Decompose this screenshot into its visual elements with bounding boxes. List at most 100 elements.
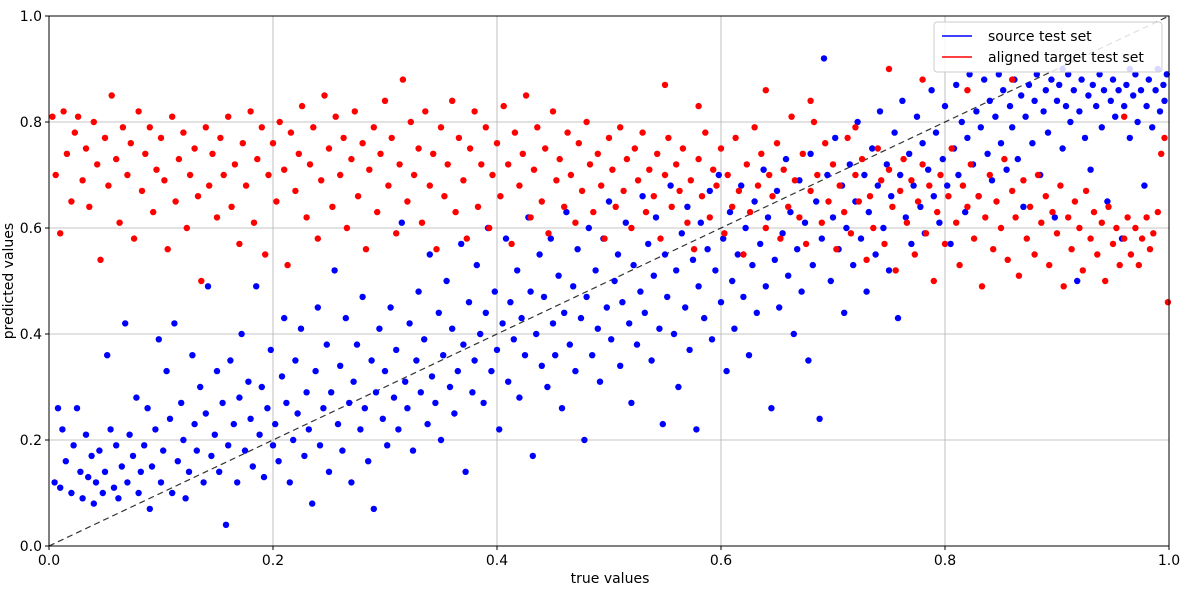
scatter-point bbox=[995, 71, 1002, 78]
scatter-point bbox=[810, 118, 818, 126]
scatter-point bbox=[891, 129, 898, 136]
scatter-point bbox=[521, 352, 529, 359]
scatter-point bbox=[844, 134, 851, 142]
scatter-point bbox=[1150, 230, 1157, 237]
scatter-point bbox=[182, 495, 189, 502]
scatter-point bbox=[74, 113, 82, 120]
scatter-point bbox=[404, 198, 411, 205]
scatter-point bbox=[193, 447, 200, 454]
scatter-point bbox=[101, 134, 109, 142]
scatter-point bbox=[1042, 193, 1050, 200]
scatter-point bbox=[489, 171, 496, 179]
scatter-point bbox=[113, 155, 120, 163]
scatter-point bbox=[245, 378, 252, 385]
scatter-point bbox=[992, 113, 999, 120]
scatter-point bbox=[964, 203, 971, 210]
scatter-point bbox=[1004, 256, 1011, 263]
scatter-point bbox=[656, 325, 663, 332]
legend-box bbox=[933, 21, 1163, 73]
scatter-point bbox=[460, 177, 467, 184]
scatter-point bbox=[964, 87, 971, 94]
scatter-point bbox=[303, 214, 310, 221]
scatter-point bbox=[497, 193, 504, 200]
scatter-point bbox=[57, 484, 64, 491]
scatter-point bbox=[805, 357, 812, 364]
scatter-point bbox=[751, 124, 758, 131]
scatter-point bbox=[654, 150, 661, 157]
scatter-point bbox=[547, 235, 554, 242]
x-tick-label: 0.0 bbox=[38, 553, 60, 569]
scatter-point bbox=[758, 150, 765, 157]
scatter-point bbox=[742, 224, 749, 232]
scatter-point bbox=[491, 288, 498, 295]
scatter-point bbox=[769, 193, 776, 200]
scatter-point bbox=[829, 161, 837, 168]
scatter-point bbox=[1001, 155, 1008, 163]
scatter-point bbox=[861, 171, 868, 179]
scatter-point bbox=[502, 235, 510, 242]
scatter-point bbox=[426, 251, 433, 258]
scatter-point bbox=[934, 208, 941, 216]
scatter-point bbox=[534, 124, 541, 131]
scatter-point bbox=[530, 166, 538, 173]
scatter-point bbox=[785, 272, 792, 279]
scatter-point bbox=[519, 150, 526, 157]
scatter-point bbox=[118, 463, 126, 470]
scatter-point bbox=[325, 468, 333, 475]
scatter-point bbox=[637, 288, 644, 295]
scatter-point bbox=[1078, 76, 1085, 83]
scatter-point bbox=[137, 468, 144, 475]
scatter-point bbox=[407, 118, 414, 126]
scatter-point bbox=[446, 383, 454, 391]
scatter-point bbox=[906, 150, 913, 157]
scatter-point bbox=[885, 65, 893, 73]
scatter-point bbox=[897, 187, 904, 195]
scatter-point bbox=[754, 182, 762, 189]
scatter-point bbox=[790, 330, 797, 338]
scatter-point bbox=[894, 314, 902, 322]
scatter-point bbox=[1034, 171, 1042, 179]
scatter-point bbox=[706, 214, 713, 221]
scatter-point bbox=[997, 224, 1005, 232]
x-tick-label: 1.0 bbox=[1158, 553, 1180, 569]
scatter-point bbox=[928, 87, 935, 94]
scatter-point bbox=[726, 208, 734, 216]
y-tick-label: 0.8 bbox=[20, 115, 42, 131]
scatter-point bbox=[966, 71, 973, 78]
scatter-point bbox=[1070, 87, 1078, 94]
scatter-point bbox=[1138, 235, 1146, 242]
scatter-point bbox=[650, 272, 657, 279]
scatter-point bbox=[676, 187, 683, 195]
scatter-point bbox=[723, 367, 730, 375]
scatter-point bbox=[396, 161, 403, 168]
scatter-point bbox=[460, 341, 467, 348]
scatter-point bbox=[471, 108, 478, 115]
scatter-point bbox=[108, 92, 115, 99]
scatter-point bbox=[846, 161, 853, 168]
scatter-point bbox=[234, 479, 241, 486]
scatter-point bbox=[372, 389, 380, 396]
scatter-point bbox=[1161, 97, 1168, 105]
scatter-point bbox=[807, 97, 814, 105]
scatter-point bbox=[178, 399, 185, 407]
scatter-point bbox=[415, 145, 422, 152]
scatter-point bbox=[77, 468, 84, 475]
scatter-point bbox=[583, 293, 590, 301]
scatter-point bbox=[689, 256, 697, 263]
scatter-point bbox=[225, 113, 232, 120]
scatter-point bbox=[110, 484, 118, 491]
scatter-point bbox=[433, 246, 440, 253]
scatter-point bbox=[970, 235, 978, 242]
scatter-point bbox=[175, 155, 183, 163]
scatter-point bbox=[545, 230, 552, 237]
scatter-point bbox=[978, 283, 986, 290]
scatter-point bbox=[609, 166, 616, 173]
scatter-point bbox=[267, 346, 274, 354]
scatter-point bbox=[1163, 71, 1171, 78]
scatter-point bbox=[981, 76, 988, 83]
scatter-point bbox=[57, 230, 64, 237]
scatter-point bbox=[211, 431, 218, 438]
scatter-point bbox=[340, 134, 347, 142]
scatter-point bbox=[202, 124, 209, 131]
scatter-point bbox=[809, 261, 816, 269]
